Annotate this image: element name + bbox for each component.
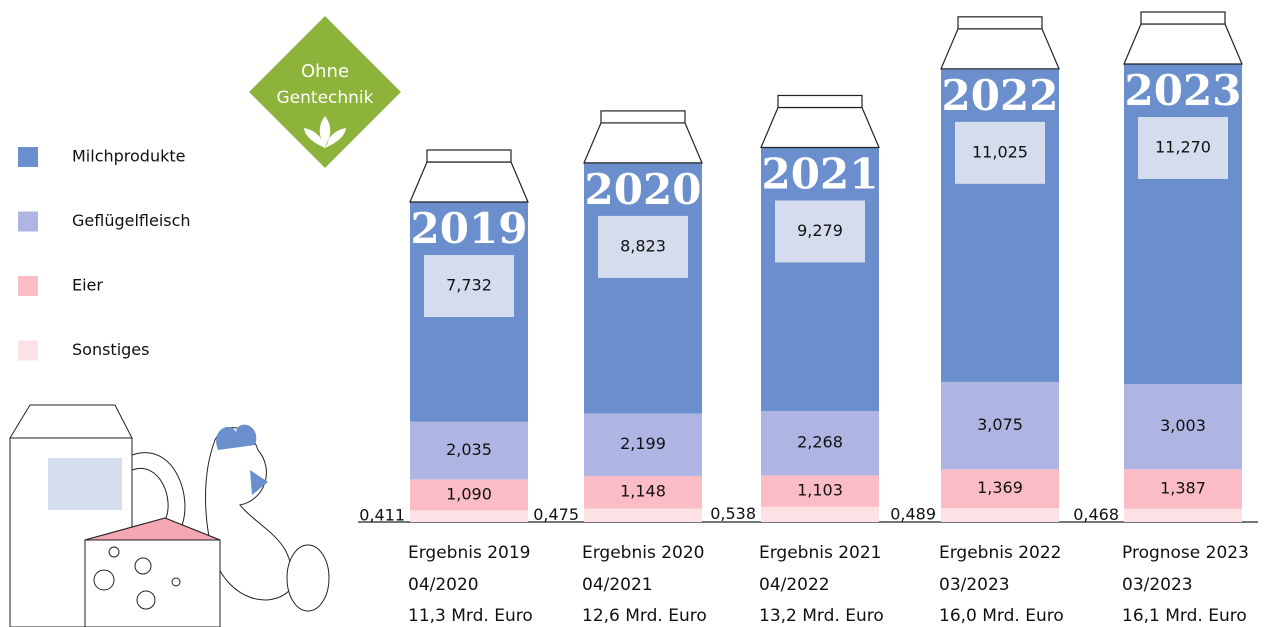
category-date: 03/2023 bbox=[1122, 575, 1193, 595]
category-label: Ergebnis 2019 bbox=[408, 543, 531, 563]
value-label: 0,475 bbox=[533, 505, 579, 524]
value-label: 7,732 bbox=[446, 276, 492, 295]
bar-segment bbox=[941, 508, 1059, 522]
carton-cap bbox=[427, 150, 511, 162]
year-label: 2022 bbox=[942, 71, 1059, 120]
value-label: 11,025 bbox=[972, 142, 1028, 161]
value-label: 3,075 bbox=[977, 415, 1023, 434]
category-date: 04/2022 bbox=[759, 575, 830, 595]
value-label: 3,003 bbox=[1160, 416, 1206, 435]
category-label: Ergebnis 2020 bbox=[582, 543, 705, 563]
legend-swatch bbox=[18, 341, 38, 361]
category-total: 11,3 Mrd. Euro bbox=[408, 606, 533, 626]
illustration bbox=[10, 405, 329, 627]
year-label: 2020 bbox=[585, 165, 702, 214]
egg bbox=[287, 545, 329, 611]
value-label: 8,823 bbox=[620, 236, 666, 255]
carton-top bbox=[584, 123, 702, 163]
carton-cap bbox=[778, 95, 862, 107]
value-label: 1,387 bbox=[1160, 479, 1206, 498]
legend-label: Eier bbox=[72, 276, 103, 295]
category-total: 12,6 Mrd. Euro bbox=[582, 606, 707, 626]
bar-segment bbox=[584, 509, 702, 522]
logo: Ohne Gentechnik bbox=[247, 14, 403, 170]
value-label: 11,270 bbox=[1155, 138, 1211, 157]
carton-top bbox=[761, 107, 879, 147]
category-label: Ergebnis 2022 bbox=[939, 543, 1062, 563]
value-label: 0,411 bbox=[359, 506, 405, 525]
legend-label: Milchprodukte bbox=[72, 147, 185, 166]
value-label: 1,103 bbox=[797, 481, 843, 500]
carton-label bbox=[48, 458, 122, 510]
value-label: 0,468 bbox=[1073, 505, 1119, 524]
value-label: 2,035 bbox=[446, 440, 492, 459]
value-label: 1,369 bbox=[977, 478, 1023, 497]
legend-label: Sonstiges bbox=[72, 340, 149, 359]
value-label: 1,148 bbox=[620, 482, 666, 501]
category-date: 03/2023 bbox=[939, 575, 1010, 595]
category-total: 16,0 Mrd. Euro bbox=[939, 606, 1064, 626]
bar-segment bbox=[410, 510, 528, 522]
carton-top bbox=[410, 162, 528, 202]
carton-cap bbox=[1141, 12, 1225, 24]
year-label: 2023 bbox=[1125, 66, 1242, 115]
value-label: 9,279 bbox=[797, 221, 843, 240]
chart: Ohne Gentechnik Milchprodukte Geflügelfle… bbox=[0, 0, 1272, 627]
value-label: 0,538 bbox=[710, 504, 756, 523]
legend-swatch bbox=[18, 212, 38, 232]
carton-top bbox=[941, 29, 1059, 69]
value-label: 1,090 bbox=[446, 484, 492, 503]
carton-cap bbox=[601, 111, 685, 123]
category-label: Prognose 2023 bbox=[1122, 543, 1249, 563]
swirl bbox=[132, 453, 185, 530]
legend-swatch bbox=[18, 147, 38, 167]
category-total: 16,1 Mrd. Euro bbox=[1122, 606, 1247, 626]
logo-line2: Gentechnik bbox=[277, 88, 374, 108]
year-label: 2021 bbox=[762, 149, 879, 198]
value-label: 2,199 bbox=[620, 434, 666, 453]
category-total: 13,2 Mrd. Euro bbox=[759, 606, 884, 626]
bar-segment bbox=[761, 507, 879, 522]
value-label: 2,268 bbox=[797, 433, 843, 452]
logo-line1: Ohne bbox=[301, 61, 349, 82]
carton-cap bbox=[958, 17, 1042, 29]
year-label: 2019 bbox=[411, 204, 528, 253]
bar-segment bbox=[1124, 509, 1242, 522]
category-date: 04/2021 bbox=[582, 575, 653, 595]
carton-top bbox=[1124, 24, 1242, 64]
value-label: 0,489 bbox=[890, 505, 936, 524]
category-date: 04/2020 bbox=[408, 575, 479, 595]
legend-swatch bbox=[18, 276, 38, 296]
legend-label: Geflügelfleisch bbox=[72, 211, 191, 230]
category-label: Ergebnis 2021 bbox=[759, 543, 882, 563]
